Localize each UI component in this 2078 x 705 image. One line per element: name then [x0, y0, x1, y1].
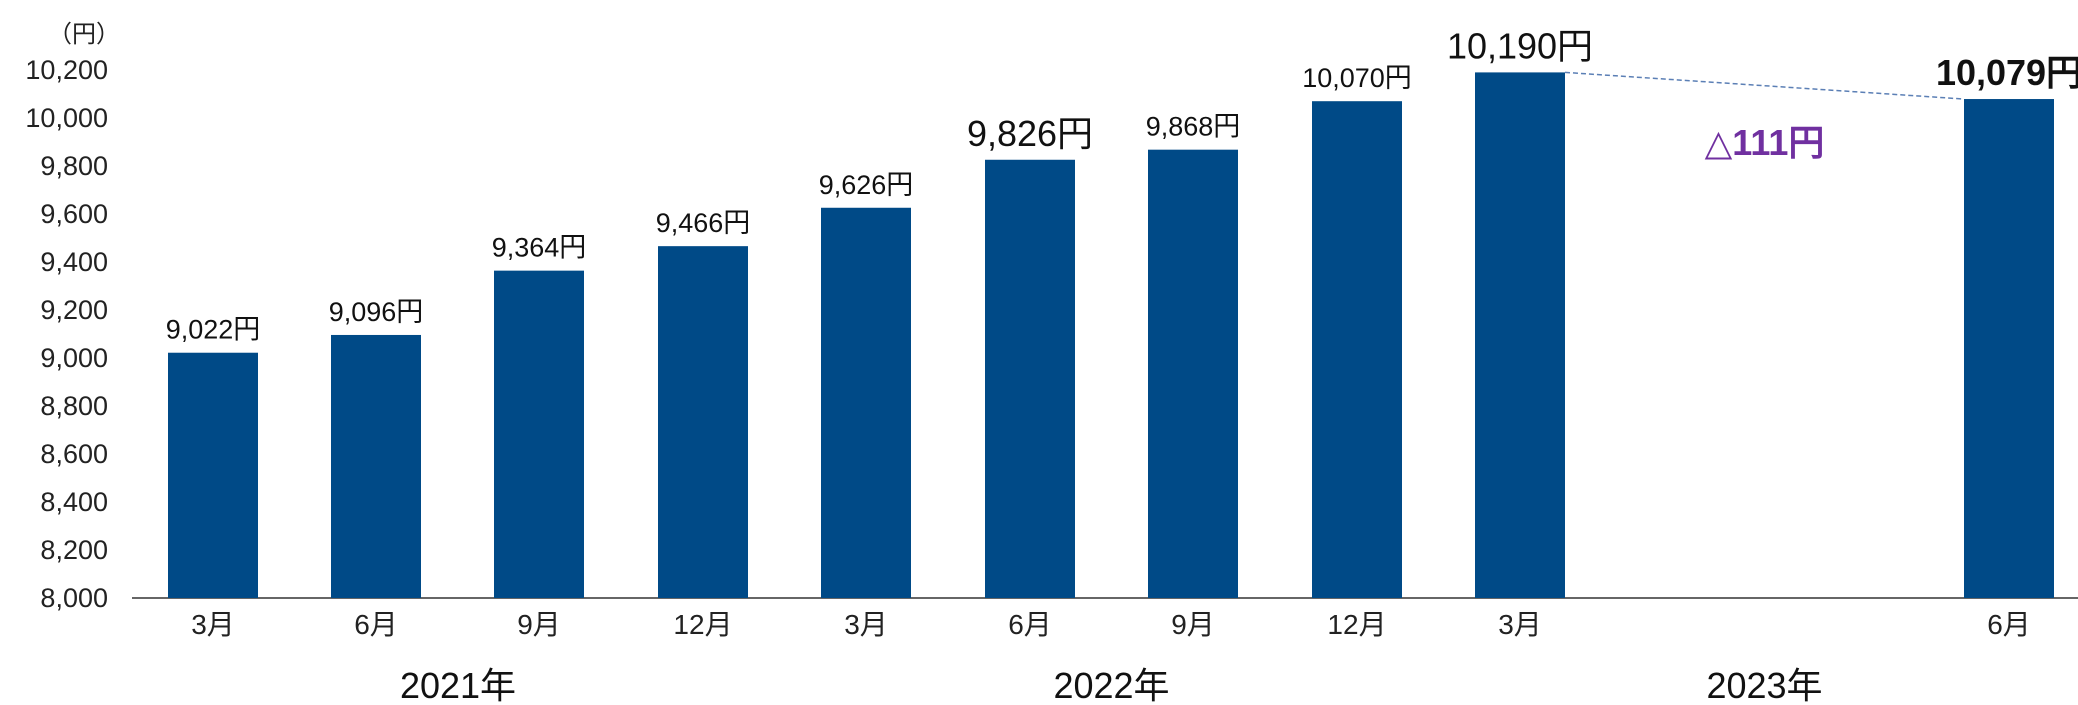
y-tick-label: 10,200	[25, 55, 108, 85]
data-label: 10,070円	[1302, 63, 1412, 93]
bar	[494, 270, 584, 598]
year-label: 2021年	[400, 665, 516, 705]
y-tick-label: 9,400	[40, 247, 108, 277]
y-tick-label: 10,000	[25, 103, 108, 133]
change-annotation: △111円	[1705, 122, 1825, 163]
bar	[1475, 72, 1565, 598]
data-label: 10,079円	[1936, 52, 2078, 93]
x-tick-label: 3月	[191, 609, 235, 640]
data-labels: 9,022円 9,096円 9,364円 9,466円 9,626円 9,826円 9,86…	[166, 25, 2078, 344]
bar	[821, 207, 911, 598]
y-axis: 8,000 8,200 8,400 8,600 8,800 9,000 9,200 9,400…	[25, 55, 108, 613]
y-axis-unit-label: （円）	[48, 21, 120, 48]
x-tick-label: 3月	[844, 609, 888, 640]
bar	[1964, 99, 2054, 598]
bar	[1148, 149, 1238, 598]
data-label: 9,364円	[492, 233, 587, 263]
change-connector-line	[1564, 71, 1965, 100]
data-label: 9,022円	[166, 315, 261, 345]
bar	[168, 352, 258, 598]
y-tick-label: 8,600	[40, 439, 108, 469]
year-label: 2023年	[1706, 665, 1822, 705]
data-label: 9,096円	[329, 297, 424, 327]
x-tick-label: 12月	[673, 609, 732, 640]
x-tick-label: 6月	[354, 609, 398, 640]
data-label: 10,190円	[1447, 25, 1593, 66]
y-tick-label: 8,400	[40, 487, 108, 517]
bar	[1312, 101, 1402, 598]
x-tick-label: 6月	[1008, 609, 1052, 640]
x-tick-label: 9月	[517, 609, 561, 640]
y-tick-label: 9,000	[40, 343, 108, 373]
y-tick-label: 8,200	[40, 535, 108, 565]
x-tick-label: 9月	[1171, 609, 1215, 640]
data-label: 9,626円	[819, 170, 914, 200]
bar	[985, 159, 1075, 598]
y-tick-label: 8,800	[40, 391, 108, 421]
bar	[331, 334, 421, 598]
y-tick-label: 9,600	[40, 199, 108, 229]
y-tick-label: 8,000	[40, 583, 108, 613]
bars	[168, 72, 2054, 598]
y-tick-label: 9,800	[40, 151, 108, 181]
data-label: 9,466円	[656, 208, 751, 238]
x-axis: 3月 6月 9月 12月 3月 6月 9月 12月 3月 6月	[191, 609, 2031, 640]
data-label: 9,868円	[1146, 112, 1241, 142]
bar	[658, 246, 748, 598]
year-labels: 2021年 2022年 2023年	[400, 665, 1823, 705]
x-tick-label: 6月	[1987, 609, 2031, 640]
x-tick-label: 3月	[1498, 609, 1542, 640]
data-label: 9,826円	[967, 113, 1093, 154]
year-label: 2022年	[1053, 665, 1169, 705]
y-tick-label: 9,200	[40, 295, 108, 325]
x-tick-label: 12月	[1327, 609, 1386, 640]
